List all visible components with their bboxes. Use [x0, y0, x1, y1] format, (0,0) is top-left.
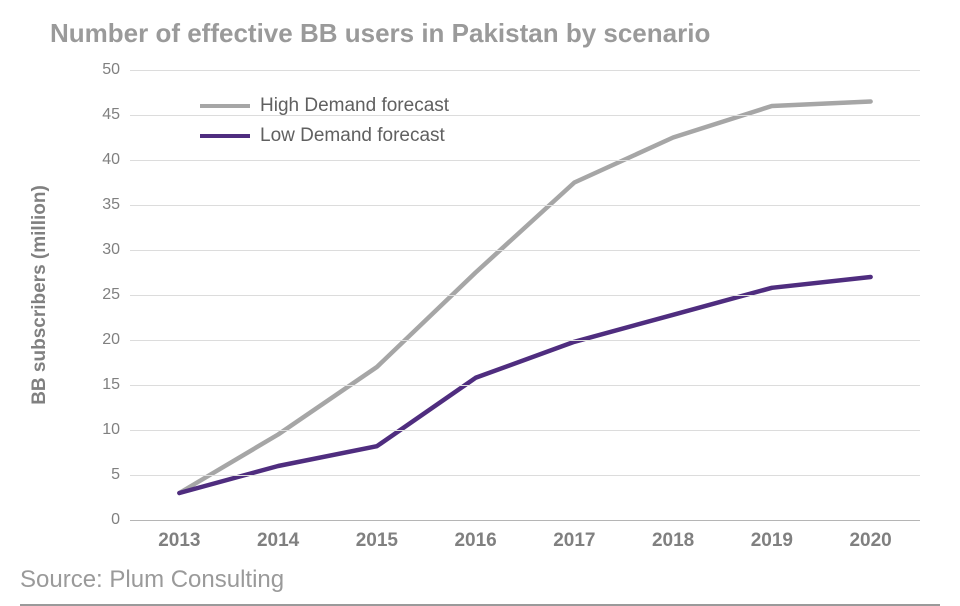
chart-container: Number of effective BB users in Pakistan… — [0, 0, 960, 606]
ytick-label: 20 — [80, 331, 120, 349]
xtick-label: 2017 — [553, 530, 595, 552]
xtick-label: 2015 — [356, 530, 398, 552]
xtick-label: 2018 — [652, 530, 694, 552]
xtick-label: 2013 — [158, 530, 200, 552]
ytick-label: 0 — [80, 511, 120, 529]
ytick-label: 35 — [80, 196, 120, 214]
legend-label: High Demand forecast — [260, 95, 449, 117]
legend-label: Low Demand forecast — [260, 125, 445, 147]
legend: High Demand forecast Low Demand forecast — [200, 95, 449, 147]
ytick-label: 30 — [80, 241, 120, 259]
gridline — [130, 385, 920, 386]
source-text: Source: Plum Consulting — [20, 566, 284, 594]
legend-item: High Demand forecast — [200, 95, 449, 117]
gridline — [130, 340, 920, 341]
gridline — [130, 520, 920, 521]
ytick-label: 15 — [80, 376, 120, 394]
xtick-label: 2020 — [849, 530, 891, 552]
xtick-label: 2014 — [257, 530, 299, 552]
gridline — [130, 160, 920, 161]
xtick-label: 2016 — [454, 530, 496, 552]
plot-area: High Demand forecastLow Demand forecast … — [130, 70, 920, 520]
legend-swatch — [200, 104, 250, 109]
gridline — [130, 475, 920, 476]
source-row: Source: Plum Consulting — [20, 556, 940, 606]
gridline — [130, 205, 920, 206]
gridline — [130, 250, 920, 251]
gridline — [130, 295, 920, 296]
ytick-label: 5 — [80, 466, 120, 484]
ytick-label: 10 — [80, 421, 120, 439]
gridline — [130, 430, 920, 431]
xtick-label: 2019 — [751, 530, 793, 552]
gridline — [130, 70, 920, 71]
yaxis-label: BB subscribers (million) — [29, 185, 51, 405]
legend-swatch — [200, 134, 250, 139]
ytick-label: 25 — [80, 286, 120, 304]
ytick-label: 50 — [80, 61, 120, 79]
ytick-label: 40 — [80, 151, 120, 169]
ytick-label: 45 — [80, 106, 120, 124]
gridline — [130, 115, 920, 116]
chart-title: Number of effective BB users in Pakistan… — [50, 18, 710, 49]
legend-item: Low Demand forecast — [200, 125, 449, 147]
